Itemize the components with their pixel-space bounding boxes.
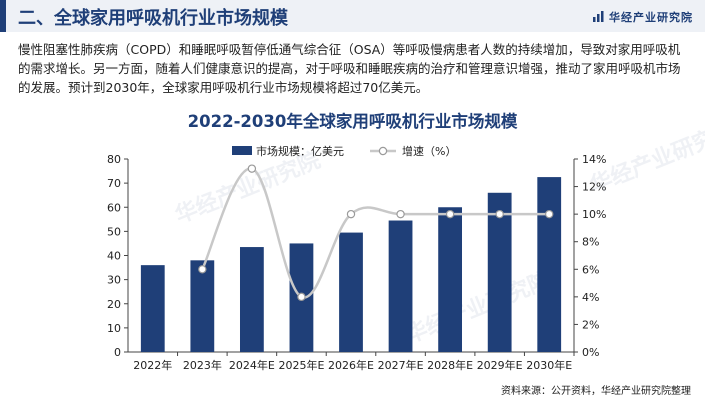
bar: [438, 207, 463, 352]
y-left-tick-label: 50: [107, 225, 121, 238]
legend-swatch-bar: [232, 146, 252, 155]
y-right-tick-label: 0%: [582, 346, 599, 359]
y-left-tick-label: 80: [107, 153, 121, 166]
y-right-tick-label: 8%: [582, 236, 599, 249]
growth-point: [396, 209, 405, 219]
bar: [190, 260, 215, 352]
bar: [487, 192, 512, 352]
x-tick-label: 2026年E: [328, 358, 374, 372]
y-left-tick-label: 20: [107, 298, 121, 311]
brand: 华经产业研究院: [593, 9, 693, 25]
x-tick-label: 2028年E: [427, 358, 473, 372]
growth-point: [346, 209, 356, 219]
bar: [388, 220, 413, 352]
header-accent-bar: [0, 0, 6, 32]
legend-label-bar: 市场规模：亿美元: [256, 144, 344, 158]
legend-swatch-point: [378, 146, 388, 156]
y-left-tick-label: 10: [107, 322, 121, 335]
growth-point: [545, 209, 554, 219]
source-note: 资料来源：公开资料，华经产业研究院整理: [501, 386, 691, 397]
growth-point: [198, 265, 207, 274]
x-tick-label: 2029年E: [477, 358, 523, 372]
x-tick-label: 2027年E: [378, 358, 424, 372]
y-right-tick-label: 12%: [582, 181, 606, 194]
y-left-tick-label: 70: [107, 177, 121, 190]
growth-point: [445, 209, 455, 219]
y-right-tick-label: 10%: [582, 208, 606, 221]
y-left-tick-label: 0: [114, 346, 121, 359]
x-tick-label: 2023年: [183, 358, 222, 372]
page-title: 二、全球家用呼吸机行业市场规模: [18, 8, 288, 29]
growth-point: [247, 164, 257, 173]
y-left-tick-label: 40: [107, 250, 121, 263]
bar: [140, 265, 165, 352]
brand-name: 华经产业研究院: [609, 11, 693, 24]
y-left-tick-label: 60: [107, 201, 121, 214]
bar-chart-logo-icon: [593, 11, 604, 22]
bar: [239, 247, 264, 352]
growth-point: [495, 209, 504, 219]
y-right-tick-label: 4%: [582, 291, 599, 304]
bar: [339, 232, 363, 352]
y-right-tick-label: 2%: [582, 318, 599, 331]
x-tick-label: 2025年E: [278, 358, 324, 372]
intro-paragraph: 慢性阻塞性肺疾病（COPD）和睡眠呼吸暂停低通气综合征（OSA）等呼吸慢病患者人…: [18, 42, 681, 95]
x-tick-label: 2022年: [133, 358, 172, 372]
x-tick-label: 2024年E: [229, 358, 275, 372]
x-tick-label: 2030年E: [526, 358, 572, 372]
y-right-tick-label: 14%: [582, 153, 606, 166]
y-left-tick-label: 30: [107, 274, 121, 287]
bar: [537, 177, 562, 352]
y-right-tick-label: 6%: [582, 263, 599, 276]
header: 二、全球家用呼吸机行业市场规模 华经产业研究院: [0, 0, 705, 32]
chart-title: 2022-2030年全球家用呼吸机行业市场规模: [187, 112, 518, 131]
growth-point: [297, 292, 306, 302]
legend-label-line: 增速（%）: [402, 144, 456, 158]
